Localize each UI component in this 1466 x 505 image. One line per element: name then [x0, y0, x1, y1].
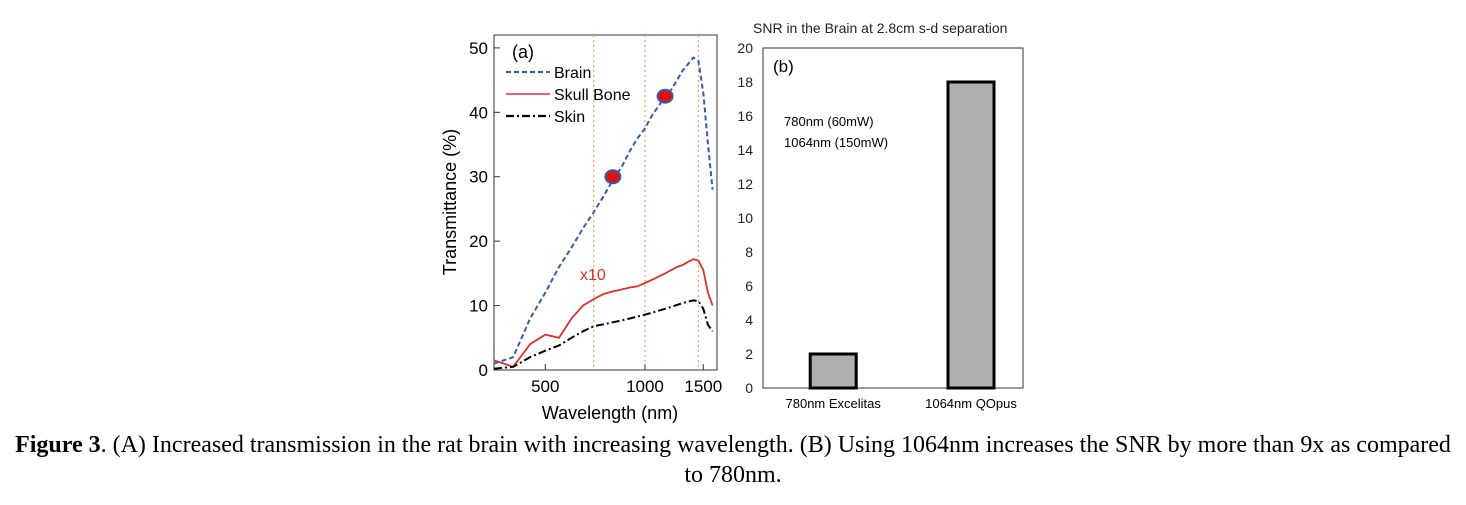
b-y-tick-label: 10	[737, 210, 753, 226]
b-y-tick-label: 8	[745, 244, 753, 260]
annotation-1064nm-power: 1064nm (150mW)	[784, 135, 888, 150]
bar-780nm	[808, 352, 858, 390]
x-tick-label: 1000	[626, 377, 664, 396]
panel-a-ylabel: Transmittance (%)	[440, 129, 460, 275]
x-tick-label: 500	[531, 377, 559, 396]
legend-skin-label: Skin	[554, 109, 585, 126]
b-y-tick-label: 18	[737, 74, 753, 90]
y-tick-label: 20	[469, 232, 488, 251]
b-y-tick-label: 2	[745, 346, 753, 362]
panel-b-title: SNR in the Brain at 2.8cm s-d separation	[753, 20, 1007, 36]
b-y-tick-label: 12	[737, 176, 753, 192]
highlight-marker	[656, 88, 674, 104]
b-y-tick-label: 16	[737, 108, 753, 124]
legend-brain-label: Brain	[554, 65, 591, 82]
y-tick-label: 40	[469, 103, 488, 122]
figure-caption: Figure 3. (A) Increased transmission in …	[10, 430, 1456, 490]
b-y-tick-label: 4	[745, 312, 753, 328]
panel-b-label: (b)	[773, 57, 794, 76]
y-tick-label: 50	[469, 39, 488, 58]
annotation-780nm-power: 780nm (60mW)	[784, 114, 874, 129]
panel-b: SNR in the Brain at 2.8cm s-d separation…	[737, 20, 1024, 411]
panel-a-xlabel: Wavelength (nm)	[542, 403, 678, 423]
series-line-brain	[493, 56, 714, 365]
panel-a-frame	[493, 34, 718, 371]
b-y-tick-label: 20	[737, 40, 753, 56]
b-y-tick-label: 6	[745, 278, 753, 294]
b-y-tick-label: 14	[737, 142, 753, 158]
highlight-marker	[604, 169, 622, 185]
y-tick-label: 30	[469, 168, 488, 187]
panel-a-label: (a)	[512, 42, 534, 62]
caption-text: . (A) Increased transmission in the rat …	[100, 432, 1451, 488]
b-y-tick-label: 0	[745, 380, 753, 396]
b-x-category-label: 1064nm QOpus	[925, 396, 1017, 411]
panel-b-frame	[762, 47, 1024, 389]
bar-1064nm	[946, 80, 996, 390]
series-line-skin	[493, 299, 714, 370]
legend-skull-bone-label: Skull Bone	[554, 87, 631, 104]
x-tick-label: 1500	[684, 377, 722, 396]
b-x-category-label: 780nm Excelitas	[786, 396, 882, 411]
caption-figure-label: Figure 3	[15, 432, 101, 458]
panel-a: 500 1000 1500 0 10 20 30 40 50 (a) Brain Skull …	[440, 34, 722, 423]
y-tick-label: 0	[479, 361, 488, 380]
x10-annotation: x10	[580, 267, 606, 284]
series-line-skull-bone	[493, 258, 714, 368]
y-tick-label: 10	[469, 297, 488, 316]
